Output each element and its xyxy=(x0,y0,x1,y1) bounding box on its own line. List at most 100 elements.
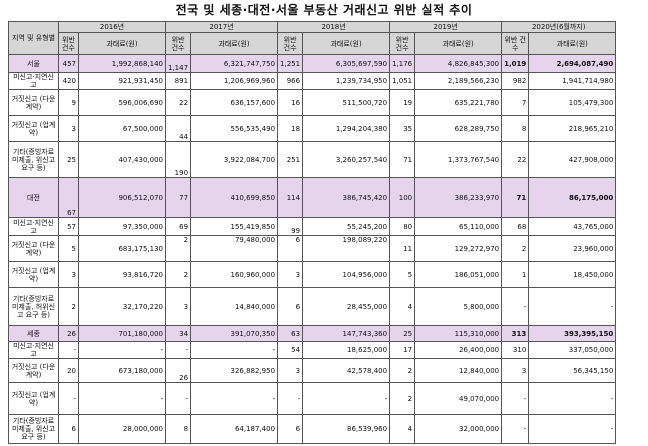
fine-amount-cell: 115,310,000 xyxy=(414,325,503,342)
violation-count-cell: 251 xyxy=(277,141,304,178)
fine-amount-cell: 86,175,000 xyxy=(528,177,617,218)
fine-amount-cell: 155,419,850 xyxy=(190,217,279,236)
fine-amount-cell: 1,373,767,540 xyxy=(414,141,503,178)
fine-amount-cell: 104,956,000 xyxy=(302,261,391,288)
violation-count-cell: 966 xyxy=(277,72,304,90)
violation-count-cell: 4 xyxy=(389,414,416,444)
fine-amount-cell: - xyxy=(78,341,166,359)
violation-count-cell: 67 xyxy=(58,177,79,218)
fine-amount-cell: 12,840,000 xyxy=(414,358,503,383)
violation-count-cell: 71 xyxy=(389,141,416,178)
violation-count-cell: 6 xyxy=(58,414,79,444)
fine-amount-cell: 26,400,000 xyxy=(414,341,503,359)
fine-amount-cell: 596,006,690 xyxy=(78,89,166,116)
fine-amount-cell: 32,170,220 xyxy=(78,287,166,326)
fine-amount-cell: - xyxy=(528,414,617,444)
violation-count-cell: 54 xyxy=(277,341,304,359)
fine-amount-cell: 3,260,257,540 xyxy=(302,141,391,178)
violation-count-cell: 2 xyxy=(164,235,192,262)
fine-amount-cell: 32,000,000 xyxy=(414,414,503,444)
violation-count-cell: 26 xyxy=(164,358,192,383)
fine-amount-cell: 1,239,734,950 xyxy=(302,72,391,90)
region-total-row: 대전 67 906,512,070 77 410,699,850 114 386,745,4… xyxy=(8,177,617,218)
violation-count-cell: 57 xyxy=(58,217,79,236)
violation-count-cell: 1,019 xyxy=(501,54,530,73)
table-row: 거짓신고 (업계약) 3 93,816,720 2 160,960,000 3 104,95… xyxy=(8,261,617,288)
violation-count-cell: 16 xyxy=(277,89,304,116)
fine-amount-cell: 14,840,000 xyxy=(190,287,279,326)
table-row: 거짓신고 (다운계약) 9 596,006,690 22 636,157,600 16 51… xyxy=(8,89,617,116)
fine-amount-cell: 391,070,350 xyxy=(190,325,279,342)
violation-count-cell: 26 xyxy=(58,325,79,342)
violation-count-cell: - xyxy=(58,341,79,359)
violation-count-cell: - xyxy=(277,382,304,415)
violation-count-cell: 19 xyxy=(389,89,416,116)
violation-count-cell: 114 xyxy=(277,177,304,218)
fine-amount-cell: - xyxy=(78,382,166,415)
region-total-row: 세종 26 701,180,000 34 391,070,350 63 147,743,36… xyxy=(8,325,617,342)
violation-count-cell: 3 xyxy=(277,261,304,288)
fine-amount-cell: 393,395,150 xyxy=(528,325,617,342)
fine-amount-cell: 1,294,204,380 xyxy=(302,115,391,142)
violation-count-cell: 190 xyxy=(164,141,192,178)
violation-count-cell: - xyxy=(501,287,530,326)
fine-amount-cell: 147,743,360 xyxy=(302,325,391,342)
fine-amount-cell: 511,500,720 xyxy=(302,89,391,116)
category-label: 기타(증빙자료 미제출, 위신고 요구 등) xyxy=(8,141,59,178)
table-row: 거짓신고 (다운계약) 20 673,180,000 26 326,882,950 3 42… xyxy=(8,358,617,383)
fine-amount-cell: 67,500,000 xyxy=(78,115,166,142)
amount-header: 과태료(원) xyxy=(190,32,279,55)
violation-count-cell: - xyxy=(164,382,192,415)
count-header: 위반 건수 xyxy=(501,32,530,55)
column-header-row: 위반 건수 과태료(원) 위반 건수 과태료(원) 위반 건수 과태료(원) 위… xyxy=(9,32,617,55)
violation-count-cell: - xyxy=(164,341,192,359)
corner-header: 지역 및 유형별 xyxy=(8,21,59,55)
fine-amount-cell: 186,051,000 xyxy=(414,261,503,288)
table-row: 거짓신고 (업계약) - - - - - -2 49,070,000- - xyxy=(8,382,617,415)
region-label: 서울 xyxy=(8,54,59,73)
violation-count-cell: 4 xyxy=(389,287,416,326)
fine-amount-cell: 4,826,845,300 xyxy=(414,54,503,73)
violation-count-cell: 25 xyxy=(389,325,416,342)
fine-amount-cell: 93,816,720 xyxy=(78,261,166,288)
violation-count-cell: 100 xyxy=(389,177,416,218)
category-label: 거짓신고 (업계약) xyxy=(8,261,59,288)
table-row: 기타(증빙자료 미제출, 위신고 요구 등) 25 407,430,000 190 3,… xyxy=(8,141,617,178)
fine-amount-cell: 42,578,400 xyxy=(302,358,391,383)
category-label: 거짓신고 (다운계약) xyxy=(8,358,59,383)
year-header: 2020년(6월까지) xyxy=(501,21,617,33)
violation-count-cell: 457 xyxy=(58,54,79,73)
violation-count-cell: 982 xyxy=(501,72,530,90)
category-label: 거짓신고 (다운계약) xyxy=(8,89,59,116)
violation-count-cell: 34 xyxy=(164,325,192,342)
violation-count-cell: 1,051 xyxy=(389,72,416,90)
violation-count-cell: 313 xyxy=(501,325,530,342)
fine-amount-cell: 23,960,000 xyxy=(528,235,617,262)
violation-count-cell: 1,147 xyxy=(164,54,192,73)
violation-count-cell: 420 xyxy=(58,72,79,90)
year-header: 2017년 xyxy=(164,21,279,33)
violation-count-cell: 68 xyxy=(501,217,530,236)
fine-amount-cell: 105,479,300 xyxy=(528,89,617,116)
table-row: 미신고·지연신고 57 97,350,000 69 155,419,850 99 55,24… xyxy=(8,217,617,236)
count-header: 위반 건수 xyxy=(389,32,416,55)
fine-amount-cell: 636,157,600 xyxy=(190,89,279,116)
fine-amount-cell: 556,535,490 xyxy=(190,115,279,142)
fine-amount-cell: - xyxy=(528,287,617,326)
violation-count-cell: 25 xyxy=(58,141,79,178)
table-row: 미신고·지연신고 420 921,931,450 891 1,206,969,960 96… xyxy=(8,72,617,90)
fine-amount-cell: 701,180,000 xyxy=(78,325,166,342)
table-row: 미신고·지연신고 - - - -54 18,625,000 17 26,400,000 310 3… xyxy=(8,341,617,359)
violation-count-cell: - xyxy=(501,382,530,415)
fine-amount-cell: 18,625,000 xyxy=(302,341,391,359)
fine-amount-cell: 64,187,400 xyxy=(190,414,279,444)
violation-count-cell: 44 xyxy=(164,115,192,142)
fine-amount-cell: 3,922,084,700 xyxy=(190,141,279,178)
violation-table: 지역 및 유형별 2016년 2017년 2018년 2019년 2020년(6… xyxy=(8,21,617,444)
fine-amount-cell: 2,694,087,490 xyxy=(528,54,617,73)
violation-count-cell: 20 xyxy=(58,358,79,383)
violation-count-cell: 18 xyxy=(277,115,304,142)
violation-count-cell: 3 xyxy=(58,261,79,288)
count-header: 위반 건수 xyxy=(277,32,304,55)
violation-count-cell: 7 xyxy=(501,89,530,116)
